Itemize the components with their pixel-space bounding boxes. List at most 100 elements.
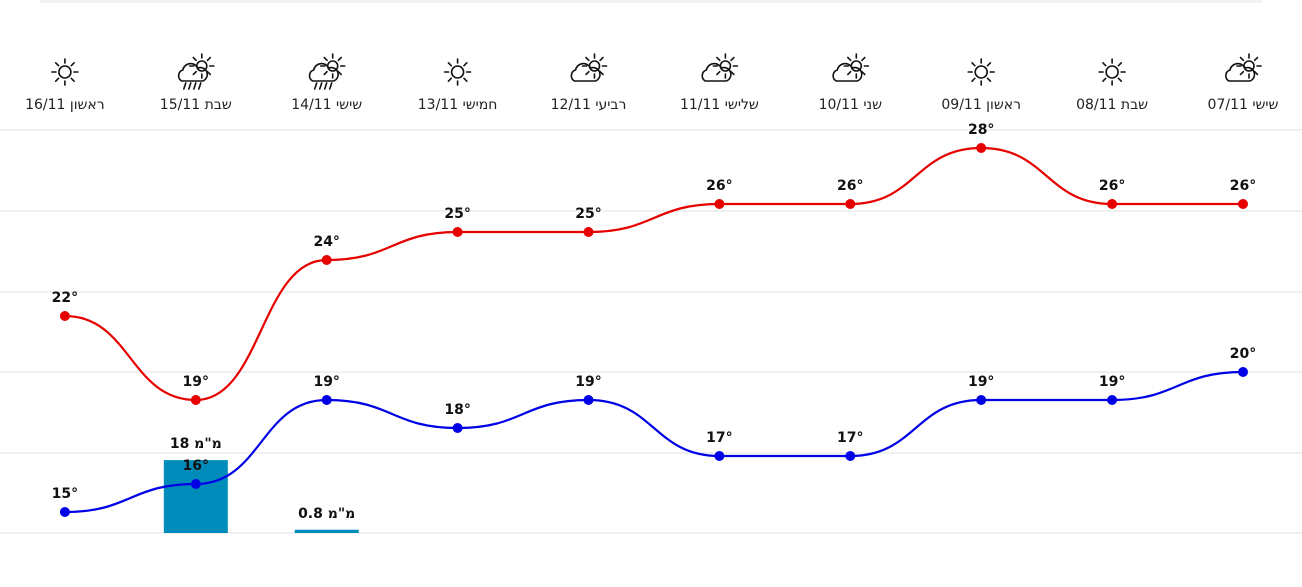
day-label: שישי 14/11	[291, 97, 362, 113]
sun-ray	[463, 77, 468, 82]
temp-label: 19°	[183, 374, 209, 390]
sun-core	[58, 65, 72, 79]
sun-ray	[716, 56, 721, 62]
sun-core	[974, 65, 989, 79]
day-label: ראשון 16/11	[25, 97, 105, 113]
sun-ray	[986, 62, 992, 67]
day-label: חמישי 13/11	[418, 97, 498, 113]
temp-label: 25°	[444, 206, 470, 222]
temp-point	[59, 507, 70, 517]
temp-label: 26°	[706, 178, 732, 194]
temp-point	[1238, 199, 1248, 209]
day-label: שבת 08/11	[1076, 97, 1148, 113]
sun-ray	[1117, 62, 1123, 67]
sun-ray	[70, 77, 75, 82]
sun-ray	[1239, 70, 1245, 76]
sun-ray	[716, 70, 721, 76]
temp-point	[1238, 367, 1248, 377]
day-label: ראשון 09/11	[941, 97, 1021, 113]
sun-ray	[463, 62, 468, 67]
day-label: רביעי 12/11	[551, 97, 627, 113]
temp-label: 24°	[313, 234, 339, 250]
sun-ray	[986, 77, 992, 82]
weather-icon	[1098, 58, 1126, 86]
rain-drop	[323, 82, 328, 90]
temp-point	[452, 227, 463, 237]
sun-ray	[206, 70, 212, 76]
rain-drop	[318, 82, 323, 90]
sun-ray	[971, 62, 976, 67]
sun-ray	[1239, 56, 1245, 62]
temp-label: 26°	[837, 178, 863, 194]
temp-point	[714, 199, 725, 209]
temp-label: 19°	[1099, 374, 1125, 390]
day-label: שלישי 11/11	[680, 97, 759, 113]
sun-ray	[1117, 77, 1123, 82]
weather-icon	[308, 53, 346, 90]
weather-icon	[443, 58, 472, 86]
sun-ray	[54, 77, 60, 82]
temp-point	[321, 255, 332, 265]
rain-drop	[188, 82, 192, 90]
sun-ray	[1102, 77, 1107, 82]
temp-label: 19°	[968, 374, 994, 390]
temp-point	[976, 143, 987, 153]
rain-drop	[328, 82, 333, 90]
precip-label: מ"מ 18	[170, 436, 222, 452]
temp-label: 19°	[575, 374, 601, 390]
temp-point	[321, 395, 332, 405]
precip-bar	[294, 529, 359, 533]
day-label: שישי 07/11	[1208, 97, 1279, 113]
weather-icon	[570, 53, 608, 82]
sun-ray	[1102, 62, 1107, 67]
temp-label: 19°	[313, 374, 339, 390]
sun-ray	[730, 56, 735, 62]
cloud	[832, 62, 863, 82]
sun-ray	[337, 70, 342, 76]
temp-point	[190, 395, 201, 405]
sun-core	[1105, 65, 1119, 79]
sun-ray	[730, 70, 735, 76]
cloud	[570, 62, 601, 82]
day-label: שבת 15/11	[160, 97, 232, 113]
temp-point	[583, 395, 594, 405]
day-label: שני 10/11	[819, 97, 883, 113]
temp-point	[452, 423, 463, 433]
rain-drop	[198, 82, 202, 90]
temp-label: 26°	[1099, 178, 1125, 194]
temp-point	[583, 227, 594, 237]
temp-point	[190, 479, 201, 489]
sun-ray	[192, 70, 197, 76]
sun-ray	[585, 70, 590, 76]
temp-line	[64, 370, 1244, 514]
temp-label: 25°	[575, 206, 601, 222]
weather-icon	[177, 53, 215, 90]
sun-ray	[599, 70, 604, 76]
temp-label: 28°	[968, 122, 994, 138]
sun-ray	[861, 70, 866, 76]
weather-icon	[832, 53, 870, 82]
sun-ray	[585, 56, 590, 62]
rain-drop	[313, 82, 318, 90]
temp-label: 16°	[183, 458, 209, 474]
sun-ray	[447, 62, 453, 67]
temp-point	[59, 311, 70, 321]
temp-label: 26°	[1230, 178, 1256, 194]
precip-bar	[163, 460, 228, 533]
temp-point	[1107, 199, 1118, 209]
temp-label: 17°	[837, 430, 863, 446]
temp-label: 15°	[52, 486, 78, 502]
sun-ray	[70, 62, 75, 67]
sun-ray	[323, 56, 328, 62]
sun-ray	[847, 56, 852, 62]
temp-point	[976, 395, 987, 405]
temp-point	[845, 451, 856, 461]
weather-icon	[967, 58, 996, 86]
sun-ray	[1253, 56, 1259, 62]
sun-ray	[971, 77, 976, 82]
top-shadow	[40, 0, 1262, 3]
weather-icon	[1225, 53, 1262, 82]
precip-label: מ"מ 0.8	[298, 506, 355, 522]
cloud	[308, 62, 339, 82]
